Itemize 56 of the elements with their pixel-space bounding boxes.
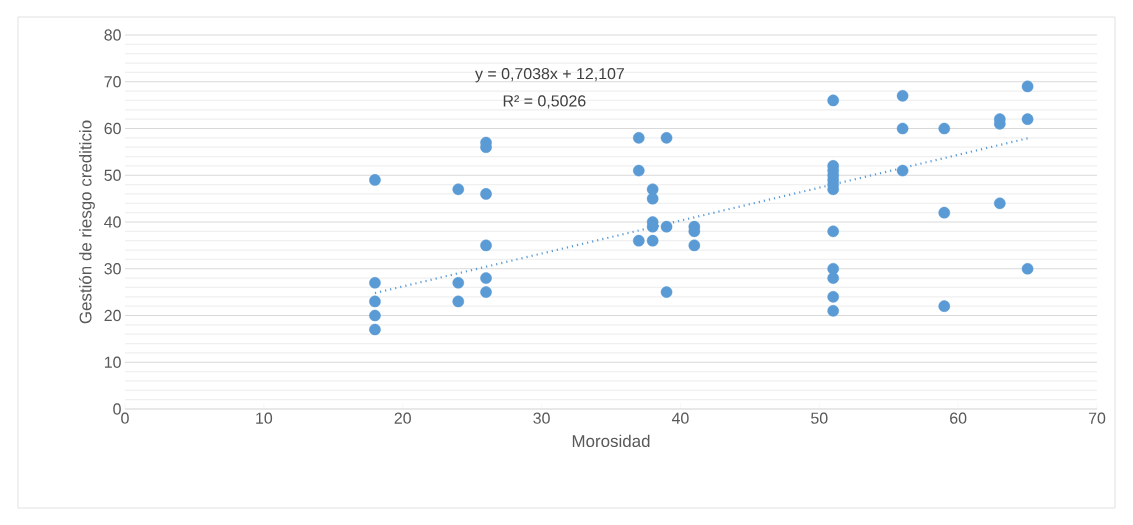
point — [938, 122, 951, 135]
point — [827, 291, 839, 303]
x-tick-label: 10 — [256, 412, 273, 424]
point — [688, 239, 701, 252]
point — [827, 94, 839, 107]
point — [938, 300, 951, 312]
point — [1021, 80, 1034, 93]
x-tick-label: 0 — [121, 412, 129, 424]
x-tick-label: 50 — [811, 412, 828, 424]
point — [1021, 262, 1034, 275]
y-tick-label: 60 — [104, 122, 121, 135]
y-axis-title: Gestión de riesgo crediticio — [78, 120, 95, 324]
x-axis-title: Morosidad — [572, 434, 650, 448]
point — [896, 89, 909, 102]
point — [480, 188, 492, 200]
y-tick-label: 50 — [104, 169, 121, 181]
point — [632, 234, 645, 247]
point — [452, 183, 465, 196]
point — [896, 164, 909, 177]
x-tick-label: 20 — [394, 412, 411, 424]
y-tick-label: 70 — [104, 76, 121, 88]
point — [994, 197, 1006, 210]
point — [646, 234, 659, 247]
y-tick-label: 0 — [113, 403, 121, 415]
point — [369, 174, 381, 186]
point — [1021, 113, 1034, 125]
y-tick-label: 30 — [104, 263, 121, 275]
point — [369, 309, 381, 322]
annotation: y = 0,7038x + 12,107 — [475, 68, 624, 83]
point — [452, 295, 465, 308]
point — [938, 206, 951, 219]
point — [632, 132, 645, 144]
point — [632, 164, 645, 177]
point — [660, 220, 673, 233]
x-tick-label: 30 — [533, 412, 550, 424]
x-tick-label: 70 — [1088, 412, 1106, 424]
y-tick-label: 80 — [104, 29, 121, 41]
y-tick-label: 20 — [104, 309, 121, 322]
point — [660, 286, 673, 298]
point — [827, 272, 839, 284]
point — [369, 276, 381, 289]
point — [827, 305, 839, 317]
y-tick-label: 10 — [104, 356, 121, 368]
point — [827, 225, 839, 238]
x-tick-label: 40 — [671, 412, 689, 424]
point — [480, 286, 492, 298]
x-tick-label: 60 — [950, 412, 967, 424]
point — [480, 272, 492, 284]
point — [660, 132, 673, 144]
annotation: R² = 0,5026 — [503, 95, 586, 109]
point — [369, 295, 381, 308]
point — [480, 239, 492, 252]
point — [369, 323, 381, 336]
y-tick-label: 40 — [104, 216, 121, 228]
point — [452, 276, 465, 289]
point — [896, 122, 909, 135]
